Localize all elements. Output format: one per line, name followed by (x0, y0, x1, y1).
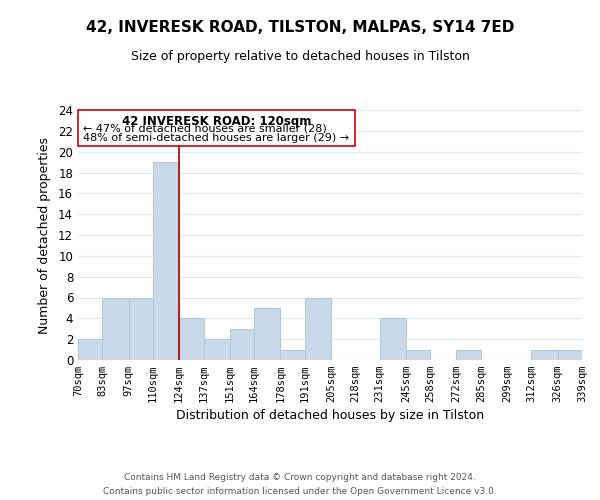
Bar (254, 308, 280, 360)
Bar (457, 350, 481, 360)
Text: Size of property relative to detached houses in Tilston: Size of property relative to detached ho… (131, 50, 469, 63)
Bar (128, 298, 153, 360)
Bar (557, 350, 582, 360)
Bar (203, 339, 230, 360)
Bar (532, 350, 557, 360)
Bar (103, 298, 128, 360)
X-axis label: Distribution of detached houses by size in Tilston: Distribution of detached houses by size … (176, 410, 484, 422)
Text: Contains public sector information licensed under the Open Government Licence v3: Contains public sector information licen… (103, 488, 497, 496)
Bar (305, 298, 331, 360)
Bar (280, 350, 305, 360)
Bar (406, 350, 430, 360)
Text: Contains HM Land Registry data © Crown copyright and database right 2024.: Contains HM Land Registry data © Crown c… (124, 472, 476, 482)
Text: 42 INVERESK ROAD: 120sqm: 42 INVERESK ROAD: 120sqm (122, 115, 311, 128)
Text: ← 47% of detached houses are smaller (28): ← 47% of detached houses are smaller (28… (83, 124, 327, 134)
FancyBboxPatch shape (78, 110, 355, 146)
Bar (230, 329, 254, 360)
Y-axis label: Number of detached properties: Number of detached properties (38, 136, 51, 334)
Text: 42, INVERESK ROAD, TILSTON, MALPAS, SY14 7ED: 42, INVERESK ROAD, TILSTON, MALPAS, SY14… (86, 20, 514, 35)
Text: 48% of semi-detached houses are larger (29) →: 48% of semi-detached houses are larger (… (83, 133, 349, 143)
Bar (153, 162, 179, 360)
Bar (78, 339, 103, 360)
Bar (380, 318, 406, 360)
Bar (179, 318, 203, 360)
